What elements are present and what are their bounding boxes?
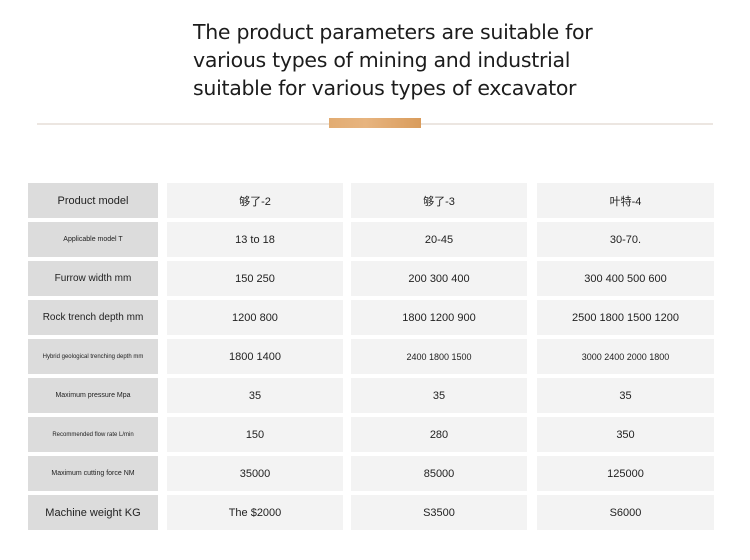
table-cell: 35 — [351, 378, 527, 413]
row-label: Product model — [28, 183, 158, 218]
title-line: The product parameters are suitable for — [193, 20, 593, 44]
row-label: Applicable model T — [28, 222, 158, 257]
table-cell: 1800 1200 900 — [351, 300, 527, 335]
table-cell: 20-45 — [351, 222, 527, 257]
row-label: Recommended flow rate L/min — [28, 417, 158, 452]
table-cell: 1800 1400 — [167, 339, 343, 374]
table-cell: 150 — [167, 417, 343, 452]
table-cell: 30-70. — [537, 222, 714, 257]
title-line: various types of mining and industrial — [193, 48, 571, 72]
table-row: Furrow width mm 150 250 200 300 400 300 400… — [28, 261, 714, 296]
table-row: Hybrid geological trenching depth mm 1800… — [28, 339, 714, 374]
table-cell: 35 — [167, 378, 343, 413]
row-label: Machine weight KG — [28, 495, 158, 530]
table-cell: S6000 — [537, 495, 714, 530]
table-cell: 300 400 500 600 — [537, 261, 714, 296]
row-label: Hybrid geological trenching depth mm — [28, 339, 158, 374]
row-label: Maximum pressure Mpa — [28, 378, 158, 413]
table-cell: 2500 1800 1500 1200 — [537, 300, 714, 335]
table-row: Maximum cutting force NM 35000 85000 125000 — [28, 456, 714, 491]
table-row: Rock trench depth mm 1200 800 1800 1200 90… — [28, 300, 714, 335]
table-row: Product model 够了-2 够了-3 叶特-4 — [28, 183, 714, 218]
table-cell: 够了-2 — [167, 183, 343, 218]
table-cell: 125000 — [537, 456, 714, 491]
page-title: The product parameters are suitable for … — [193, 18, 593, 102]
table-cell: 3000 2400 2000 1800 — [537, 339, 714, 374]
parameters-table: Product model 够了-2 够了-3 叶特-4 Applicable mode… — [28, 183, 714, 534]
table-cell: S3500 — [351, 495, 527, 530]
table-cell: 280 — [351, 417, 527, 452]
table-row: Recommended flow rate L/min 150 280 350 — [28, 417, 714, 452]
table-cell: 够了-3 — [351, 183, 527, 218]
row-label: Furrow width mm — [28, 261, 158, 296]
title-line: suitable for various types of excavator — [193, 76, 577, 100]
table-cell: 35000 — [167, 456, 343, 491]
table-cell: 350 — [537, 417, 714, 452]
table-cell: 200 300 400 — [351, 261, 527, 296]
table-row: Applicable model T 13 to 18 20-45 30-70. — [28, 222, 714, 257]
table-cell: 2400 1800 1500 — [351, 339, 527, 374]
table-row: Maximum pressure Mpa 35 35 35 — [28, 378, 714, 413]
table-cell: 35 — [537, 378, 714, 413]
table-cell: 150 250 — [167, 261, 343, 296]
table-cell: 1200 800 — [167, 300, 343, 335]
row-label: Rock trench depth mm — [28, 300, 158, 335]
table-cell: 13 to 18 — [167, 222, 343, 257]
accent-bar — [329, 118, 421, 128]
table-cell: 85000 — [351, 456, 527, 491]
table-cell: The $2000 — [167, 495, 343, 530]
table-cell: 叶特-4 — [537, 183, 714, 218]
row-label: Maximum cutting force NM — [28, 456, 158, 491]
table-row: Machine weight KG The $2000 S3500 S6000 — [28, 495, 714, 530]
